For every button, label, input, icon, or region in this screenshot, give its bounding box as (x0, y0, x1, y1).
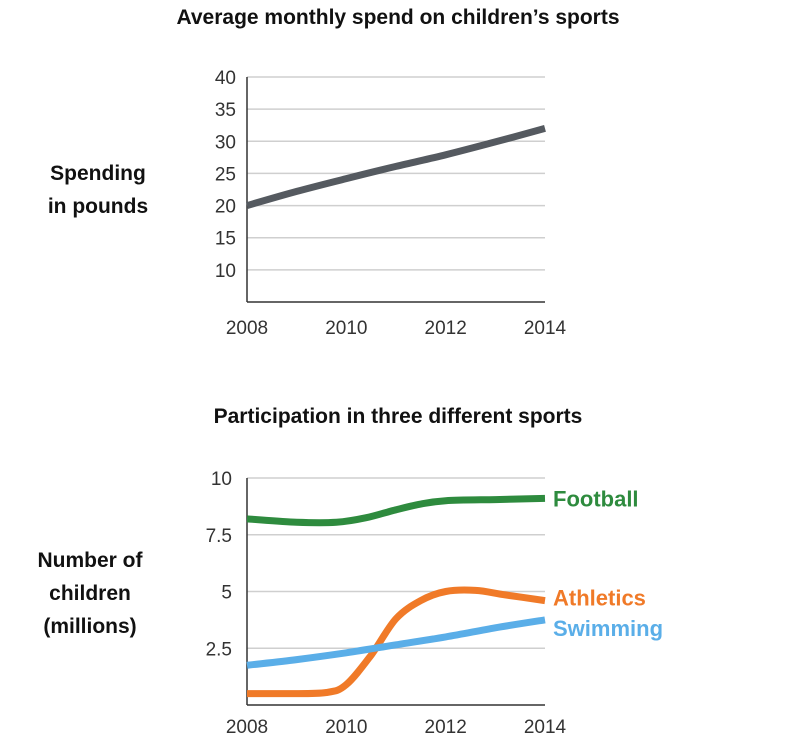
chart-2-ylabel: Number of children (millions) (20, 544, 160, 643)
y-tick-label: 30 (215, 132, 236, 153)
y-tick-label: 5 (221, 583, 232, 604)
chart-2-plot: 2.5 5 7.5 10 2008 2010 2012 2014 Football Athleti… (206, 469, 663, 738)
x-tick-label: 2010 (325, 318, 367, 339)
y-tick-label: 20 (215, 197, 236, 218)
y-tick-label: 15 (215, 229, 236, 250)
series-line-swimming (246, 616, 546, 669)
legend-label-swimming: Swimming (553, 616, 663, 641)
x-tick-label: 2014 (524, 318, 567, 339)
series-line-football (246, 494, 546, 527)
y-tick-label: 35 (215, 100, 236, 121)
x-tick-label: 2008 (226, 717, 268, 738)
chart-1-ylabel-line: Spending (50, 162, 146, 185)
y-tick-label: 7.5 (206, 526, 232, 547)
y-tick-label: 2.5 (206, 639, 232, 660)
y-tick-label: 25 (215, 164, 236, 185)
x-tick-label: 2012 (425, 717, 467, 738)
chart-1-ylabel: Spending in pounds (28, 157, 168, 223)
chart-2-title: Participation in three different sports (213, 405, 583, 428)
x-tick-label: 2008 (226, 318, 268, 339)
chart-2-ylabel-line: (millions) (43, 615, 137, 638)
y-tick-label: 40 (215, 68, 236, 89)
chart-1-title: Average monthly spend on children’s spor… (176, 6, 620, 29)
legend-label-football: Football (553, 486, 639, 511)
series-line-athletics (246, 586, 546, 698)
y-tick-label: 10 (211, 469, 232, 490)
chart-2-ylabel-line: Number of (37, 549, 143, 572)
x-tick-label: 2014 (524, 717, 567, 738)
series-line-spending (246, 125, 546, 209)
chart-1-plot: 10 15 20 25 30 35 40 2008 2010 2012 2014 (215, 68, 567, 339)
chart-1-ylabel-line: in pounds (47, 195, 149, 218)
y-tick-label: 10 (215, 261, 236, 282)
x-tick-label: 2012 (425, 318, 467, 339)
chart-2-ylabel-line: children (49, 582, 131, 605)
x-tick-label: 2010 (325, 717, 367, 738)
legend-label-athletics: Athletics (553, 586, 646, 611)
